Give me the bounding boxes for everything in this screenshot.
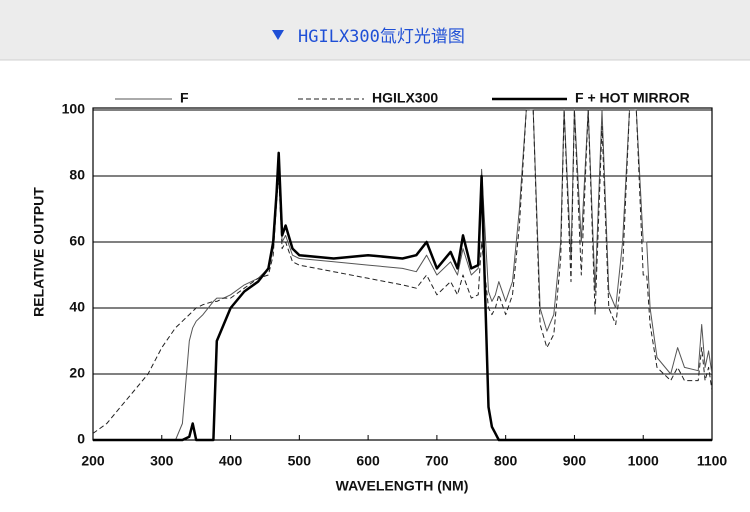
legend-label: F — [180, 90, 189, 106]
x-tick-label: 300 — [150, 453, 174, 469]
y-tick-label: 0 — [77, 431, 85, 447]
y-axis-label: RELATIVE OUTPUT — [31, 187, 47, 317]
series-line — [93, 151, 712, 442]
series-line — [93, 109, 712, 434]
header-title: HGILX300氙灯光谱图 — [298, 27, 465, 47]
series-line — [93, 109, 712, 441]
x-tick-label: 500 — [288, 453, 312, 469]
x-tick-label: 900 — [563, 453, 587, 469]
x-axis-label: WAVELENGTH (NM) — [336, 478, 469, 494]
legend-label: HGILX300 — [372, 90, 438, 106]
y-tick-label: 40 — [69, 299, 85, 315]
x-tick-label: 400 — [219, 453, 243, 469]
header-icon — [272, 30, 284, 40]
x-tick-label: 600 — [356, 453, 380, 469]
y-tick-label: 80 — [69, 167, 85, 183]
plot-area — [93, 109, 712, 442]
x-tick-label: 700 — [425, 453, 449, 469]
header-band — [0, 0, 750, 60]
x-tick-label: 1100 — [697, 453, 728, 469]
legend-label: F + HOT MIRROR — [575, 90, 690, 106]
y-tick-label: 60 — [69, 233, 85, 249]
x-tick-label: 800 — [494, 453, 518, 469]
y-tick-label: 20 — [69, 365, 85, 381]
plot-frame — [92, 107, 713, 441]
y-tick-label: 100 — [62, 101, 86, 117]
x-tick-label: 1000 — [628, 453, 659, 469]
x-tick-label: 200 — [81, 453, 105, 469]
